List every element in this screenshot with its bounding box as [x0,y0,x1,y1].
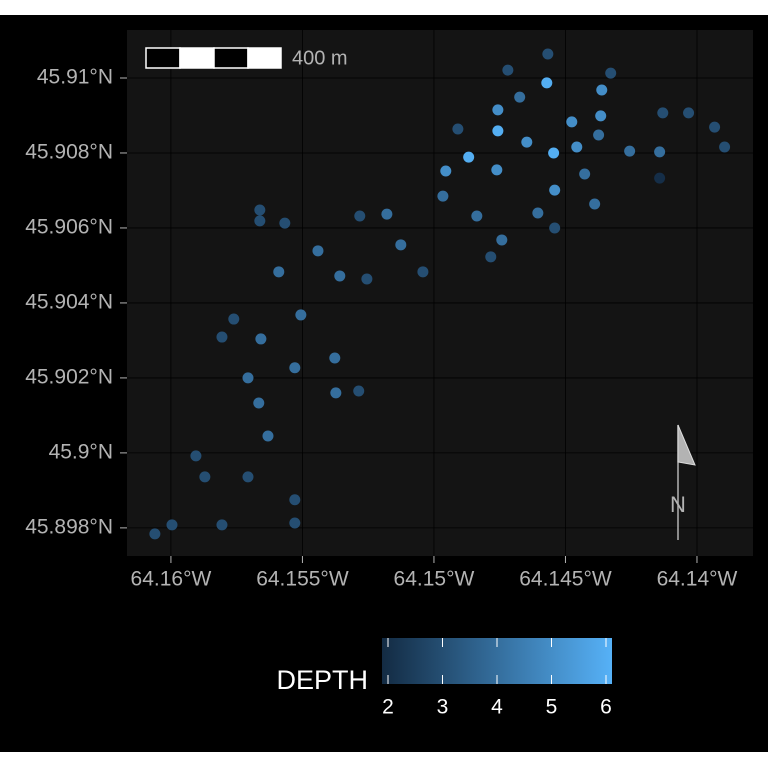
point [242,471,254,483]
point [289,494,301,506]
y-tick-label: 45.9°N [49,440,113,463]
point [190,450,202,462]
colorbar-tick-label: 3 [437,696,449,719]
y-tick-label: 45.908°N [25,141,113,164]
point [549,184,561,196]
point [295,309,307,321]
point [593,129,605,141]
point [329,352,341,364]
point [242,372,254,384]
colorbar-tick-label: 4 [491,696,503,719]
point [279,217,291,229]
y-tick-label: 45.906°N [25,215,113,238]
point [166,519,178,531]
colorbar-tick-label: 6 [600,696,612,719]
point [452,123,464,135]
colorbar-tick-label: 2 [382,696,394,719]
point [605,67,617,79]
x-tick-label: 64.15°W [394,568,475,591]
north-label: N [670,492,686,517]
point [463,151,475,163]
point [657,107,669,119]
point [566,116,578,128]
point [255,333,267,345]
point [216,331,228,343]
point [361,273,373,285]
point [542,48,554,60]
x-tick-label: 64.145°W [519,568,612,591]
colorbar-tick-label: 5 [546,696,558,719]
point [381,208,393,220]
point [541,77,553,89]
point [596,84,608,96]
north-arrow [677,424,696,540]
y-tick-label: 45.91°N [37,66,113,89]
point [254,204,266,216]
point [579,168,591,180]
point [228,313,240,325]
point [216,519,228,531]
point [654,146,666,158]
point [353,385,365,397]
point [485,251,497,263]
point [521,136,533,148]
point [330,387,342,399]
point [199,471,211,483]
y-tick-label: 45.904°N [25,290,113,313]
point [334,270,346,282]
point [654,172,666,184]
point [254,215,266,227]
point [273,266,285,278]
point [492,125,504,137]
point [354,210,366,222]
point [595,110,607,122]
point [514,91,526,103]
x-tick-label: 64.155°W [256,568,349,591]
point [502,64,514,76]
point [395,239,407,251]
point [492,104,504,116]
point [709,121,721,133]
point [683,107,695,119]
x-tick-label: 64.16°W [131,568,212,591]
scale-label: 400 m [292,47,348,69]
y-tick-label: 45.898°N [25,515,113,538]
point [440,165,452,177]
point [548,147,560,159]
scale-bar [145,47,282,69]
y-tick-label: 45.902°N [25,365,113,388]
point [471,210,483,222]
point [496,234,508,246]
point [149,528,161,540]
panel [127,30,753,556]
point [491,164,503,176]
point [719,141,731,153]
point [571,141,583,153]
x-tick-label: 64.14°W [657,568,738,591]
point [253,397,265,409]
point [437,190,449,202]
point [312,245,324,257]
legend-title: DEPTH [276,665,368,695]
point [289,517,301,529]
point [289,362,301,374]
point [417,266,429,278]
point [262,430,274,442]
point [549,222,561,234]
point [532,207,544,219]
point [624,145,636,157]
point [589,198,601,210]
